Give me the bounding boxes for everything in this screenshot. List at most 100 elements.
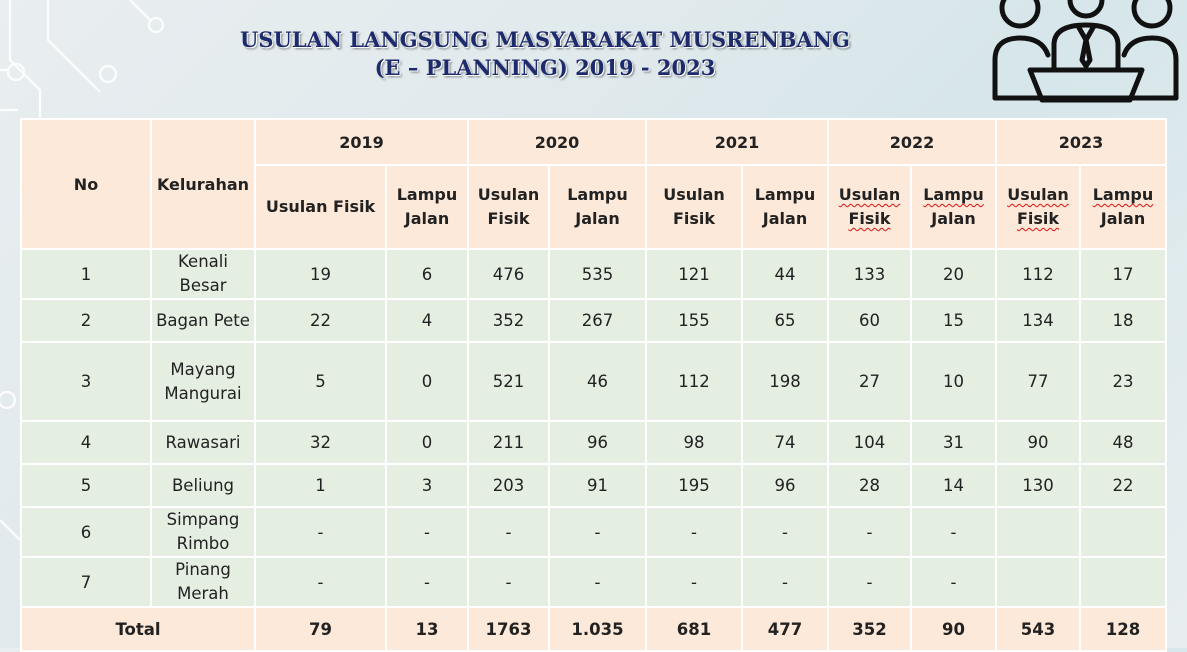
cell-value: 0: [385, 341, 469, 422]
cell-value: 65: [741, 298, 829, 343]
kelurahan-name: Simpang Rimbo: [150, 506, 256, 558]
cell-value: 134: [995, 298, 1081, 343]
cell-value: 130: [995, 463, 1081, 508]
total-value: 543: [995, 606, 1081, 652]
subheader-usulan-fisik-2019: Usulan Fisik: [254, 164, 387, 250]
cell-value: 112: [995, 248, 1081, 300]
subheader-text: Usulan: [477, 185, 540, 204]
cell-value: 19: [254, 248, 387, 300]
subheader-text: Jalan: [931, 209, 976, 228]
kelurahan-name-line-2: Rimbo: [176, 534, 230, 553]
year-header-2019: 2019: [254, 118, 469, 166]
cell-value: 27: [827, 341, 912, 422]
total-value: 681: [645, 606, 743, 652]
total-value: 90: [910, 606, 997, 652]
title-line-2: (E – PLANNING) 2019 - 2023: [374, 55, 716, 80]
cell-value: 18: [1079, 298, 1167, 343]
table-row: 1 Kenali Besar 19 6 476 535 121 44 133 2…: [20, 248, 1167, 300]
cell-value: [995, 556, 1081, 608]
total-value: 352: [827, 606, 912, 652]
subheader-text: Jalan: [575, 209, 620, 228]
subheader-lampu-jalan-2019: Lampu Jalan: [385, 164, 469, 250]
cell-value: -: [910, 556, 997, 608]
cell-value: [995, 506, 1081, 558]
total-value: 1.035: [548, 606, 647, 652]
total-value: 13: [385, 606, 469, 652]
kelurahan-name: Rawasari: [150, 420, 256, 465]
row-number: 6: [20, 506, 152, 558]
subheader-text: Jalan: [762, 209, 808, 228]
cell-value: 32: [254, 420, 387, 465]
total-label: Total: [20, 606, 256, 652]
kelurahan-name: Kenali Besar: [150, 248, 256, 300]
col-header-no: No: [20, 118, 152, 250]
cell-value: 74: [741, 420, 829, 465]
kelurahan-name: Beliung: [150, 463, 256, 508]
cell-value: 195: [645, 463, 743, 508]
cell-value: 3: [385, 463, 469, 508]
kelurahan-name: Bagan Pete: [150, 298, 256, 343]
cell-value: 31: [910, 420, 997, 465]
cell-value: 4: [385, 298, 469, 343]
cell-value: -: [645, 506, 743, 558]
cell-value: 96: [741, 463, 829, 508]
cell-value: 0: [385, 420, 469, 465]
year-header-2023: 2023: [995, 118, 1167, 166]
cell-value: 6: [385, 248, 469, 300]
subheader-usulan-fisik-2023: Usulan Fisik: [995, 164, 1081, 250]
cell-value: 203: [467, 463, 550, 508]
subheader-text: Usulan: [663, 185, 725, 204]
cell-value: -: [385, 556, 469, 608]
row-number: 1: [20, 248, 152, 300]
cell-value: 211: [467, 420, 550, 465]
cell-value: 15: [910, 298, 997, 343]
subheader-usulan-fisik-2020: Usulan Fisik: [467, 164, 550, 250]
cell-value: 352: [467, 298, 550, 343]
cell-value: 91: [548, 463, 647, 508]
cell-value: 198: [741, 341, 829, 422]
subheader-text: Usulan: [1007, 185, 1069, 204]
kelurahan-name: Mayang Mangurai: [150, 341, 256, 422]
cell-value: -: [827, 556, 912, 608]
cell-value: 46: [548, 341, 647, 422]
total-value: 79: [254, 606, 387, 652]
subheader-text: Jalan: [404, 209, 450, 228]
cell-value: -: [548, 556, 647, 608]
cell-value: 104: [827, 420, 912, 465]
cell-value: 155: [645, 298, 743, 343]
cell-value: 48: [1079, 420, 1167, 465]
cell-value: 476: [467, 248, 550, 300]
kelurahan-name-line-1: Mayang: [170, 359, 236, 379]
cell-value: 133: [827, 248, 912, 300]
subheader-text: Jalan: [1100, 209, 1146, 228]
cell-value: 17: [1079, 248, 1167, 300]
cell-value: -: [827, 506, 912, 558]
subheader-text: Fisik: [487, 209, 530, 228]
subheader-text: Fisik: [1016, 209, 1060, 228]
subheader-text: Lampu: [1092, 185, 1154, 204]
total-value: 128: [1079, 606, 1167, 652]
cell-value: 28: [827, 463, 912, 508]
cell-value: -: [910, 506, 997, 558]
subheader-usulan-fisik-2022: Usulan Fisik: [827, 164, 912, 250]
cell-value: 22: [1079, 463, 1167, 508]
cell-value: 96: [548, 420, 647, 465]
total-value: 477: [741, 606, 829, 652]
row-number: 2: [20, 298, 152, 343]
col-header-kelurahan: Kelurahan: [150, 118, 256, 250]
cell-value: -: [467, 556, 550, 608]
cell-value: 521: [467, 341, 550, 422]
subheader-text: Lampu: [923, 185, 984, 204]
cell-value: -: [254, 506, 387, 558]
total-row: Total 79 13 1763 1.035 681 477 352 90 54…: [20, 606, 1167, 652]
kelurahan-name-line-2: Merah: [177, 584, 229, 603]
cell-value: 98: [645, 420, 743, 465]
cell-value: 44: [741, 248, 829, 300]
cell-value: 60: [827, 298, 912, 343]
cell-value: -: [254, 556, 387, 608]
cell-value: 90: [995, 420, 1081, 465]
subheader-lampu-jalan-2021: Lampu Jalan: [741, 164, 829, 250]
subheader-text: Lampu: [567, 185, 628, 204]
subheader-lampu-jalan-2023: Lampu Jalan: [1079, 164, 1167, 250]
